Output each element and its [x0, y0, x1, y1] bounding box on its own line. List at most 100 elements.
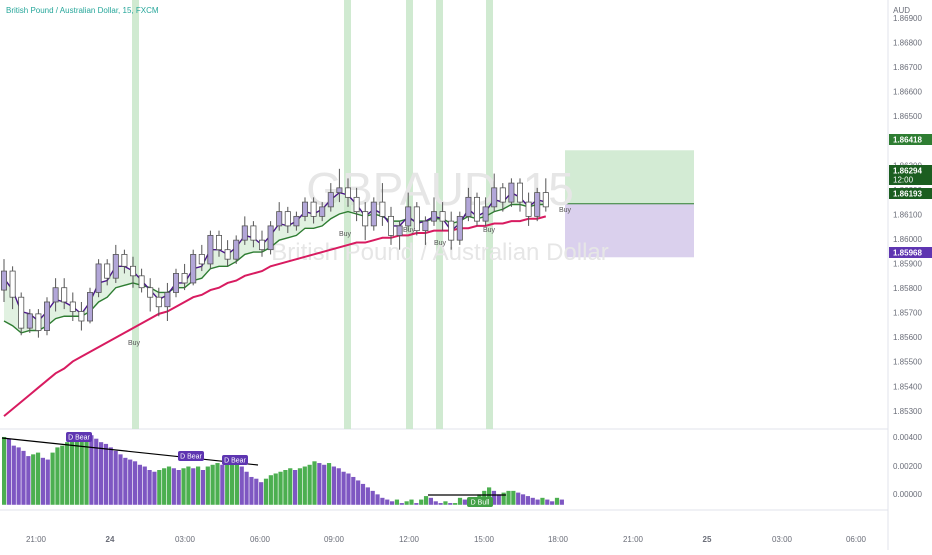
buy-signals: Buy Buy Buy Buy Buy Buy	[128, 207, 572, 347]
osc-tick: 0.00400	[893, 433, 922, 442]
oscillator-bar	[540, 497, 545, 505]
buy-label: Buy	[434, 240, 447, 247]
price-tick: 1.86000	[893, 235, 922, 244]
time-tick: 25	[703, 535, 712, 544]
oscillator-bar	[394, 499, 400, 505]
candle-body	[215, 234, 222, 251]
price-tick: 1.86900	[893, 14, 922, 23]
oscillator-bar	[307, 464, 312, 505]
oscillator-bar	[487, 487, 492, 505]
oscillator-bar	[380, 497, 385, 505]
oscillator-bar	[525, 496, 530, 505]
time-tick: 09:00	[324, 535, 345, 544]
oscillator-bar	[35, 452, 41, 505]
oscillator-bar	[259, 482, 264, 505]
price-tick: 1.86600	[893, 88, 922, 97]
oscillator-bar	[496, 494, 501, 505]
oscillator-bar	[200, 470, 206, 505]
price-label-badge	[889, 165, 932, 185]
oscillator-bar	[181, 468, 186, 505]
candle-body	[224, 249, 231, 260]
oscillator-bar	[128, 459, 133, 505]
oscillator-pane[interactable]: D Bear D Bear D Bear D Bull	[1, 432, 564, 507]
oscillator-bar	[99, 442, 104, 505]
price-tick: 1.86100	[893, 210, 922, 219]
time-tick: 24	[106, 535, 115, 544]
price-label-value: 1.86294	[893, 167, 922, 176]
oscillator-bar	[550, 501, 555, 505]
oscillator-bar	[11, 445, 16, 505]
oscillator-bar	[443, 501, 448, 505]
time-axis[interactable]: 21:00 24 03:00 06:00 09:00 12:00 15:00 18:00 21:…	[26, 535, 867, 544]
candle-body	[112, 254, 119, 279]
oscillator-bar	[229, 463, 235, 505]
slow-ma-line	[3, 203, 546, 334]
price-tick: 1.85600	[893, 333, 922, 342]
price-label-badge	[889, 247, 932, 258]
candle-body	[310, 201, 317, 217]
oscillator-bar	[225, 464, 230, 505]
price-tick: 1.85500	[893, 358, 922, 367]
candle-body	[181, 273, 188, 284]
oscillator-bar	[414, 503, 419, 505]
currency-label: AUD	[893, 6, 910, 15]
price-tick: 1.85800	[893, 284, 922, 293]
oscillator-bar	[365, 487, 370, 505]
candles[interactable]	[0, 168, 549, 338]
candle-body	[508, 182, 515, 203]
candle-body	[336, 187, 343, 194]
oscillator-bar	[390, 501, 395, 505]
oscillator-bar	[370, 490, 375, 505]
candle-body	[473, 196, 480, 222]
oscillator-bar	[137, 464, 142, 505]
divergence-badge	[66, 432, 92, 442]
time-tick: 18:00	[548, 535, 569, 544]
candle-body	[448, 220, 455, 241]
oscillator-bar	[516, 492, 521, 505]
oscillator-bar	[6, 438, 12, 505]
candle-body	[61, 287, 68, 303]
candle-body	[362, 211, 369, 227]
price-label-value: 1.85968	[893, 249, 922, 258]
candle-body	[95, 263, 102, 293]
oscillator-bar	[453, 503, 458, 505]
divergence-line	[1, 437, 259, 466]
osc-tick: 0.00200	[893, 462, 922, 471]
position-zone[interactable]	[565, 150, 694, 258]
oscillator-bar	[55, 447, 60, 505]
oscillator-bar	[462, 499, 467, 505]
candle-body	[319, 206, 326, 217]
oscillator-bar	[132, 461, 138, 505]
candle-body	[87, 292, 94, 322]
oscillator-bar	[457, 497, 463, 505]
oscillator-bar	[210, 464, 215, 505]
oscillator-bar	[171, 468, 176, 505]
candle-body	[0, 270, 7, 291]
oscillator-bar	[244, 471, 249, 505]
candle-body	[422, 220, 429, 232]
candle-body	[138, 275, 145, 289]
oscillator-bar	[559, 499, 564, 505]
candle-body	[517, 182, 524, 203]
candle-body	[370, 201, 377, 227]
oscillator-bar	[322, 464, 327, 505]
oscillator-bar	[351, 476, 356, 505]
oscillator-bar	[239, 466, 244, 505]
oscillator-bar	[191, 468, 196, 505]
candle-body	[499, 187, 506, 203]
buy-label: Buy	[559, 207, 572, 214]
symbol-title[interactable]: British Pound / Australian Dollar, 15, F…	[6, 6, 159, 15]
oscillator-bar	[166, 466, 172, 505]
oscillator-bar	[196, 466, 201, 505]
oscillator-bar	[530, 497, 535, 505]
oscillator-bar	[438, 503, 443, 505]
price-label-value: 1.86418	[893, 136, 922, 145]
oscillator-bar	[312, 461, 317, 505]
candle-body	[18, 296, 25, 329]
candle-body	[405, 206, 412, 227]
oscillator-bar	[288, 468, 293, 505]
oscillator-bar	[419, 499, 424, 505]
